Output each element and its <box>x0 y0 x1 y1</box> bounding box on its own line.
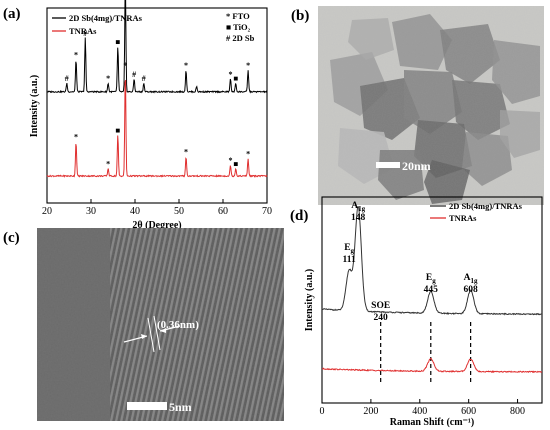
peak-mode-label: A1g <box>351 201 365 213</box>
panel-d-frame <box>321 196 543 404</box>
x-tick-label: 20 <box>42 206 52 217</box>
peak-marker: * <box>74 132 78 141</box>
panel-a-peak-markers: #*#*■*##**■***■***■* <box>65 29 250 169</box>
series-line-2d-sb-4mg-tnras <box>321 205 543 316</box>
peak-marker: ■ <box>233 74 238 83</box>
peak-marker: * <box>228 70 232 79</box>
panel-a-frame <box>46 7 268 204</box>
series-line-tnras <box>46 80 268 178</box>
peak-value-label: 111 <box>343 255 356 265</box>
panel-b-tem-image: (b) 20nm <box>291 6 544 205</box>
peak-marker: # <box>83 29 87 38</box>
x-tick-label: 50 <box>174 206 184 217</box>
x-tick-label: 400 <box>412 406 427 417</box>
peak-marker: * <box>106 74 110 83</box>
panel-a-series <box>46 0 268 178</box>
d-spacing-label: (0.36nm) <box>157 319 199 331</box>
peak-marker: # <box>142 74 146 83</box>
panel-b-scale-label: 20nm <box>402 159 431 173</box>
panel-c-scale-label: 5nm <box>169 400 192 414</box>
legend-label-tnras: TNRAs <box>69 26 97 36</box>
panel-b-scale-bar <box>376 162 400 168</box>
panel-d-legend: 2D Sb(4mg)/TNRAs TNRAs <box>430 201 523 223</box>
panel-d-raman-chart: (d) 0 200 400 600 800 Eg111A1g148SOE240Eg445… <box>290 196 543 428</box>
series-line-2d-sb-4mg-tnras <box>46 0 268 94</box>
panel-c-hrtem-image: (c) (0.36nm) 5nm <box>3 228 284 421</box>
peak-value-label: 148 <box>351 213 366 223</box>
x-tick-label: 40 <box>130 206 140 217</box>
peak-marker: ■ <box>233 159 238 168</box>
marker-legend-2d-sb: # 2D Sb <box>226 33 255 43</box>
panel-d-dashed-guides <box>380 322 472 385</box>
peak-value-label: 240 <box>374 313 389 323</box>
panel-b-letter: (b) <box>291 8 309 24</box>
panel-d-series <box>321 205 543 374</box>
x-tick-label: 200 <box>363 406 378 417</box>
x-tick-label: 600 <box>461 406 476 417</box>
peak-marker: * <box>106 159 110 168</box>
panel-d-x-ticks: 0 200 400 600 800 <box>320 399 525 417</box>
panel-d-x-axis-label: Raman Shift (cm⁻¹) <box>390 417 474 428</box>
panel-a-x-axis-label: 2θ (Degree) <box>132 220 181 231</box>
legend-label-2d-sb-4mg-tnras: 2D Sb(4mg)/TNRAs <box>69 13 143 23</box>
panel-a-y-axis-label: Intensity (a.u.) <box>29 75 40 138</box>
panel-a-legend: 2D Sb(4mg)/TNRAs TNRAs <box>52 13 143 36</box>
d-spacing-annotation <box>123 315 181 353</box>
peak-marker: * <box>246 150 250 159</box>
peak-marker: ■ <box>115 37 120 46</box>
legend-label-tnras: TNRAs <box>449 213 477 223</box>
panel-c-letter: (c) <box>3 230 20 246</box>
legend-label-2d-sb-4mg-tnras: 2D Sb(4mg)/TNRAs <box>449 201 523 211</box>
peak-mode-label: Eg <box>426 273 436 285</box>
peak-marker: * <box>228 156 232 165</box>
peak-marker: * <box>184 148 188 157</box>
peak-marker: # <box>65 74 69 83</box>
peak-value-label: 445 <box>424 285 439 295</box>
panel-d-y-axis-label: Intensity (a.u.) <box>304 269 315 332</box>
peak-value-label: 608 <box>463 285 478 295</box>
series-line-tnras <box>321 357 543 374</box>
peak-marker: * <box>184 61 188 70</box>
peak-marker: * <box>74 50 78 59</box>
marker-legend-fto: * FTO <box>226 11 250 21</box>
peak-mode-label: Eg <box>344 243 354 255</box>
peak-marker: ■ <box>115 126 120 135</box>
marker-legend-tio: ■ TiO₂ <box>226 22 251 32</box>
x-tick-label: 60 <box>218 206 228 217</box>
panel-c-scale-bar <box>127 402 167 410</box>
peak-marker: # <box>132 70 136 79</box>
x-tick-label: 70 <box>262 206 272 217</box>
panel-a-marker-legend: * FTO■ TiO₂# 2D Sb <box>226 11 255 43</box>
panel-a-x-ticks: 20 30 40 50 60 70 <box>42 199 272 217</box>
x-tick-label: 0 <box>320 406 325 417</box>
peak-marker: * <box>123 61 127 70</box>
x-tick-label: 30 <box>86 206 96 217</box>
x-tick-label: 800 <box>510 406 525 417</box>
panel-a-letter: (a) <box>3 6 21 22</box>
peak-marker: * <box>246 61 250 70</box>
panel-d-letter: (d) <box>290 208 308 224</box>
peak-mode-label: A1g <box>464 273 478 285</box>
peak-mode-label: SOE <box>371 301 390 311</box>
